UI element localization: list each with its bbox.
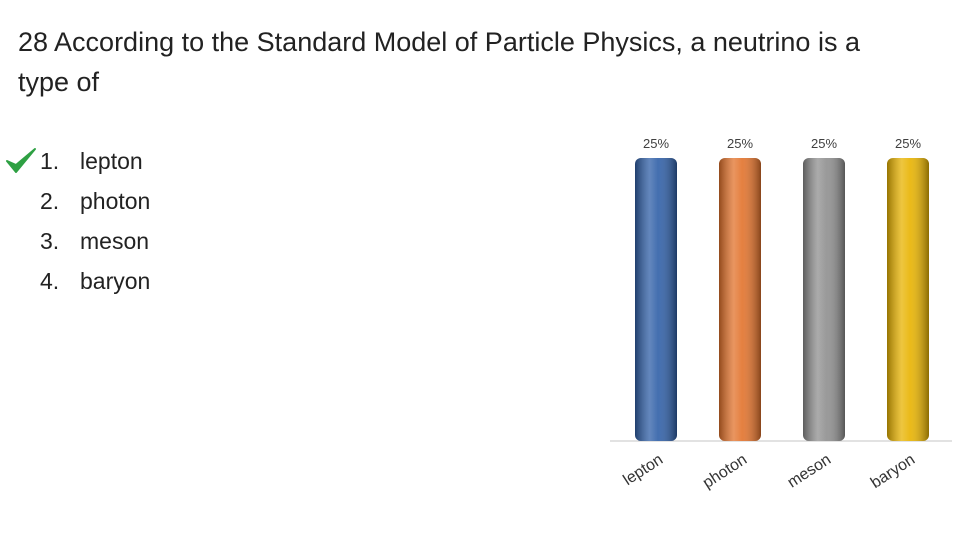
bar-shade — [719, 158, 761, 441]
option-text: photon — [80, 188, 151, 214]
option-text: lepton — [80, 148, 143, 174]
x-tick-label: baryon — [868, 451, 918, 492]
option: 1. lepton — [0, 141, 400, 181]
option-number: 1. — [40, 148, 60, 174]
x-tick-label: lepton — [620, 451, 666, 489]
option-number: 4. — [40, 268, 60, 294]
x-tick-label: meson — [785, 451, 835, 491]
question-title: 28 According to the Standard Model of Pa… — [18, 27, 860, 97]
value-label: 25% — [811, 136, 837, 151]
value-label: 25% — [643, 136, 669, 151]
option-number: 2. — [40, 188, 60, 214]
bar-shade — [803, 158, 845, 441]
options-list: 1. lepton 2. photon 3. meson 4. baryon — [0, 141, 400, 301]
bar-shade — [635, 158, 677, 441]
option-text: meson — [80, 228, 150, 254]
value-label: 25% — [727, 136, 753, 151]
correct-check — [6, 148, 36, 173]
option: 2. photon — [0, 181, 400, 221]
option: 4. baryon — [0, 261, 400, 301]
option-number: 3. — [40, 228, 60, 254]
option-text: baryon — [80, 268, 151, 294]
x-tick-label: photon — [700, 451, 750, 492]
option: 3. meson — [0, 221, 400, 261]
value-label: 25% — [895, 136, 921, 151]
bar-shade — [887, 158, 929, 441]
